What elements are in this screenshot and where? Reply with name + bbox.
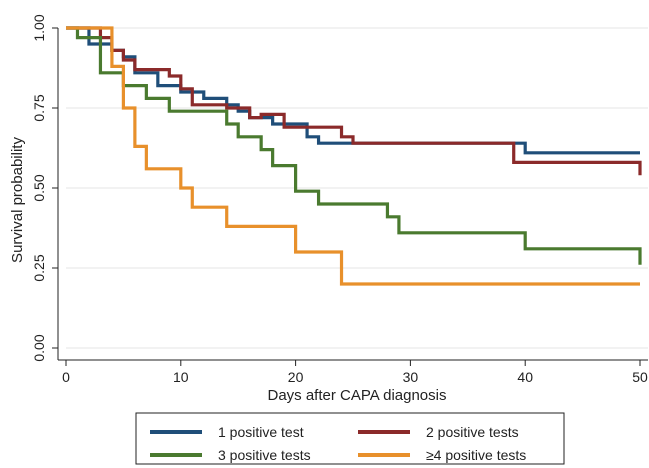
- y-tick-label: 0.75: [31, 94, 47, 121]
- survival-curves: [66, 26, 642, 286]
- x-tick-label: 20: [288, 369, 304, 385]
- y-axis-title: Survival probability: [9, 137, 26, 263]
- legend-label-1: 1 positive test: [218, 424, 304, 440]
- series-line-2: [66, 26, 642, 176]
- legend-box: [135, 412, 565, 465]
- legend-label-4: ≥4 positive tests: [426, 447, 526, 463]
- legend: 1 positive test 2 positive tests 3 positiv…: [135, 412, 565, 465]
- x-tick-label: 40: [517, 369, 533, 385]
- legend-label-3: 3 positive tests: [218, 447, 311, 463]
- tick-labels: 0.00 0.25 0.50 0.75 1.00 0 10 20 30 40 50: [31, 14, 648, 385]
- legend-label-2: 2 positive tests: [426, 424, 519, 440]
- series-line-4: [66, 26, 640, 286]
- y-tick-label: 0.50: [31, 174, 47, 201]
- series-line-3: [66, 26, 642, 265]
- x-tick-label: 50: [632, 369, 648, 385]
- gridlines: [66, 27, 648, 349]
- x-tick-label: 0: [62, 369, 70, 385]
- y-tick-label: 1.00: [31, 14, 47, 41]
- axes: [52, 27, 648, 366]
- y-tick-label: 0.25: [31, 254, 47, 281]
- x-tick-label: 10: [173, 369, 189, 385]
- series-line-1: [66, 26, 640, 155]
- x-axis-title: Days after CAPA diagnosis: [268, 387, 447, 404]
- y-tick-label: 0.00: [31, 334, 47, 361]
- x-tick-label: 30: [403, 369, 419, 385]
